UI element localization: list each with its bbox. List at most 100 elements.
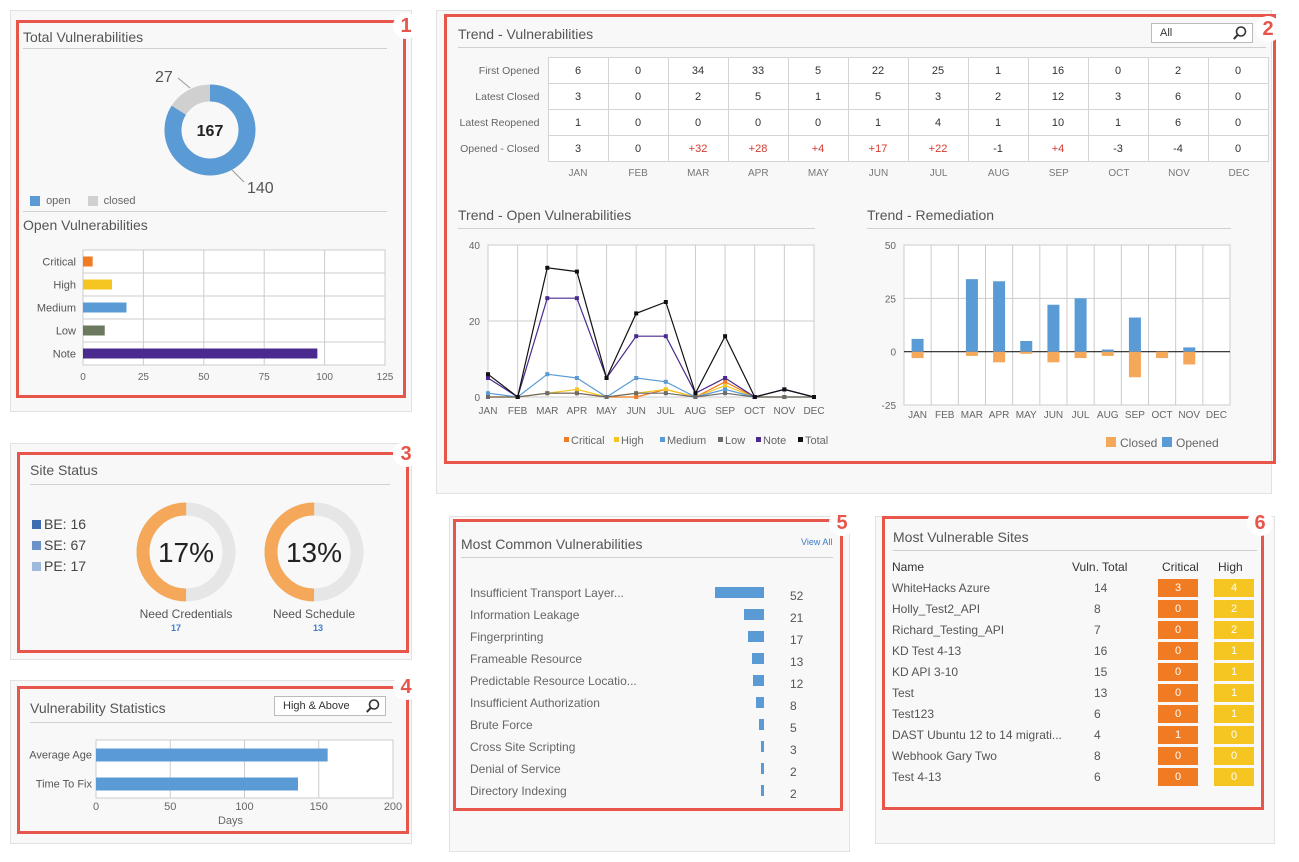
x-tick-label: SEP	[1125, 410, 1145, 421]
site-total: 14	[1094, 581, 1108, 595]
site-name[interactable]: KD API 3-10	[892, 665, 959, 679]
site-high-cell: 1	[1214, 663, 1254, 681]
category-label: Note	[53, 349, 76, 361]
series-line-total	[487, 267, 815, 399]
month-label: MAR	[687, 168, 710, 179]
table-row[interactable]: Test 13 0 1	[892, 684, 1254, 702]
point-note	[634, 334, 639, 339]
site-critical-cell: 1	[1158, 726, 1214, 744]
vuln-name[interactable]: Frameable Resource	[470, 652, 583, 666]
vuln-bar	[761, 741, 764, 752]
month-label: AUG	[987, 168, 1010, 179]
legend-swatch	[32, 562, 41, 571]
annotation-box-3	[17, 452, 409, 653]
trend-cell: 0	[1207, 135, 1269, 162]
x-tick-label: NOV	[774, 406, 796, 417]
high-count: 1	[1214, 705, 1254, 723]
x-tick-label: DEC	[803, 406, 824, 417]
annotation-box-6	[882, 516, 1264, 810]
site-name[interactable]: KD Test 4-13	[892, 644, 962, 658]
divider	[23, 48, 387, 49]
site-total: 7	[1094, 623, 1101, 637]
gauge-count-link[interactable]: 17	[170, 623, 181, 633]
trend-row-label: Latest Reopened	[459, 116, 540, 129]
table-row[interactable]: KD Test 4-13 16 0 1	[892, 642, 1254, 660]
site-total: 8	[1094, 749, 1101, 763]
high-count: 0	[1214, 726, 1254, 744]
vuln-name[interactable]: Fingerprinting	[470, 630, 544, 644]
gauge-need-credentials: 17%	[136, 502, 236, 602]
site-high-cell: 2	[1214, 600, 1254, 618]
point-total	[782, 387, 787, 392]
site-name[interactable]: Test 4-13	[892, 770, 942, 784]
site-name[interactable]: Test	[892, 686, 915, 700]
gauge-label: Need Credentials	[139, 607, 233, 621]
donut-legend: open closed	[30, 195, 135, 207]
site-high-cell: 0	[1214, 747, 1254, 765]
vuln-name[interactable]: Cross Site Scripting	[470, 740, 576, 754]
vuln-name[interactable]: Directory Indexing	[470, 784, 567, 798]
vuln-name[interactable]: Insufficient Authorization	[470, 696, 600, 710]
search-icon[interactable]	[365, 698, 381, 714]
view-all-link[interactable]: View All	[801, 537, 833, 547]
vuln-name[interactable]: Brute Force	[470, 718, 533, 732]
legend-label: SE: 67	[44, 537, 87, 553]
search-icon[interactable]	[1232, 25, 1248, 41]
vuln-statistics-filter-input[interactable]: High & Above	[274, 696, 386, 716]
vuln-count: 12	[790, 677, 804, 691]
site-total: 16	[1094, 644, 1108, 658]
x-tick-label: APR	[989, 410, 1010, 421]
site-name[interactable]: Webhook Gary Two	[892, 749, 997, 763]
critical-count: 0	[1158, 747, 1198, 765]
table-row[interactable]: KD API 3-10 15 0 1	[892, 663, 1254, 681]
month-label: OCT	[1108, 168, 1130, 179]
site-name[interactable]: Richard_Testing_API	[892, 623, 1005, 637]
site-critical-cell: 0	[1158, 600, 1214, 618]
annotation-badge-1: 1	[393, 13, 419, 39]
axis-tick-label: 40	[469, 241, 481, 252]
trend-open-title: Trend - Open Vulnerabilities	[458, 207, 632, 223]
x-tick-label: JUL	[1072, 410, 1090, 421]
table-row[interactable]: DAST Ubuntu 12 to 14 migrati... 4 1 0	[892, 726, 1254, 744]
axis-tick-label: 50	[164, 801, 176, 813]
bar-closed	[1101, 351, 1114, 356]
table-row[interactable]: Richard_Testing_API 7 0 2	[892, 621, 1254, 639]
vuln-bar	[761, 763, 764, 774]
vulnerable-sites-panel	[875, 516, 1275, 844]
vuln-name[interactable]: Information Leakage	[470, 608, 580, 622]
table-row[interactable]: Webhook Gary Two 8 0 0	[892, 747, 1254, 765]
point-low	[545, 391, 550, 396]
legend-label: Total	[805, 435, 828, 447]
vuln-count: 5	[790, 721, 797, 735]
common-vulns-panel	[449, 516, 850, 852]
vuln-name[interactable]: Predictable Resource Locatio...	[470, 674, 637, 688]
axis-tick-label: 0	[80, 372, 86, 383]
table-row[interactable]: Test 4-13 6 0 0	[892, 768, 1254, 786]
site-name[interactable]: Test123	[892, 707, 935, 721]
vuln-name[interactable]: Denial of Service	[470, 762, 561, 776]
trend-remediation-title: Trend - Remediation	[867, 207, 995, 223]
vuln-name[interactable]: Insufficient Transport Layer...	[470, 586, 624, 600]
site-total: 13	[1094, 686, 1108, 700]
table-row[interactable]: WhiteHacks Azure 14 3 4	[892, 579, 1254, 597]
total-vulnerabilities-title: Total Vulnerabilities	[23, 29, 144, 45]
x-tick-label: MAR	[536, 406, 558, 417]
table-row[interactable]: Test123 6 0 1	[892, 705, 1254, 723]
site-name[interactable]: WhiteHacks Azure	[892, 581, 991, 595]
legend-label: Opened	[1176, 436, 1219, 450]
point-total	[545, 265, 550, 270]
site-name[interactable]: DAST Ubuntu 12 to 14 migrati...	[892, 728, 1062, 742]
point-note	[486, 376, 490, 380]
trend-cell: 12	[1027, 83, 1089, 110]
axis-tick-label: 0	[93, 801, 99, 813]
legend-swatch	[798, 437, 803, 442]
bar-closed	[1047, 351, 1060, 363]
point-total	[574, 269, 579, 274]
trend-filter-input[interactable]: All	[1151, 23, 1253, 43]
critical-count: 0	[1158, 642, 1198, 660]
gauge-percent: 17%	[158, 537, 214, 568]
table-row[interactable]: Holly_Test2_API 8 0 2	[892, 600, 1254, 618]
vuln-bar	[761, 785, 764, 796]
gauge-count-link[interactable]: 13	[312, 623, 323, 633]
site-name[interactable]: Holly_Test2_API	[892, 602, 981, 616]
